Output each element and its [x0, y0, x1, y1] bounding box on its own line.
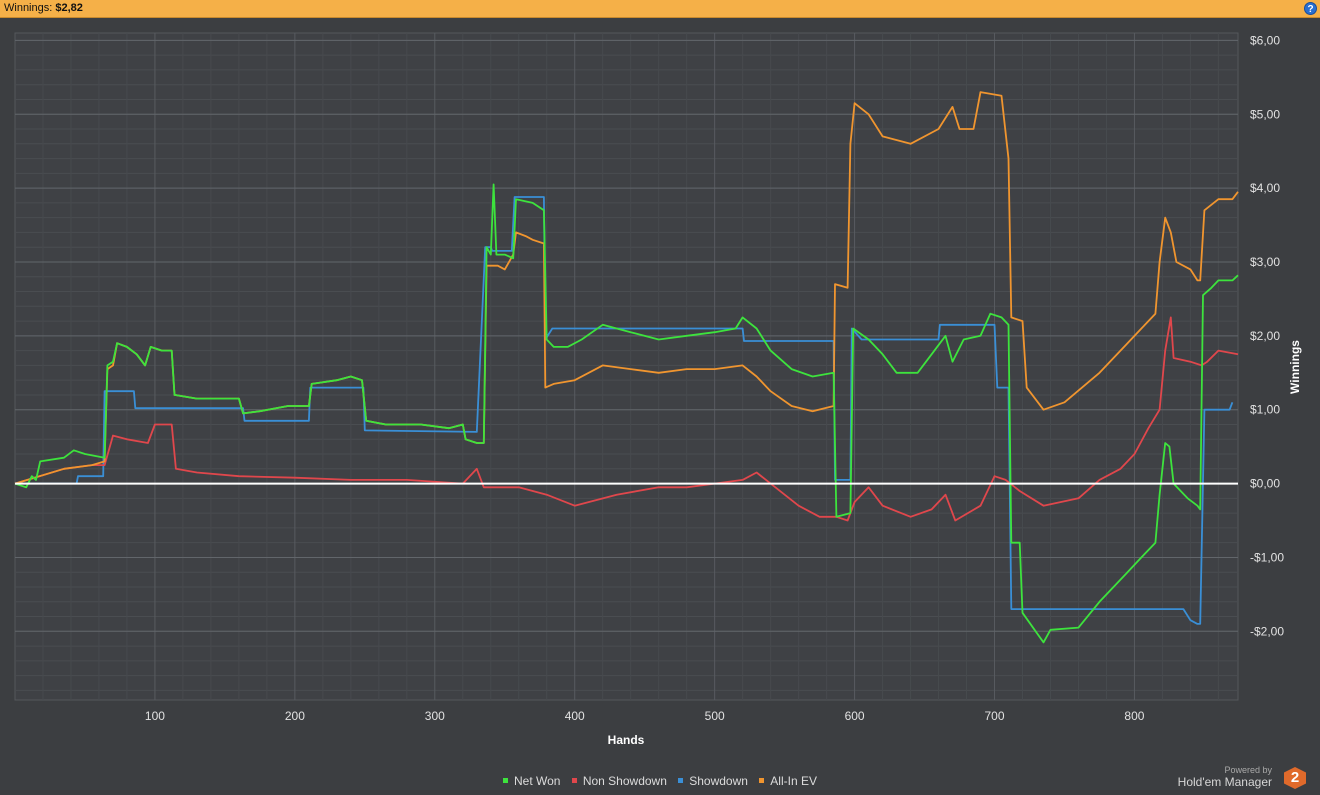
legend-swatch — [678, 778, 684, 784]
x-tick-label: 700 — [985, 709, 1005, 723]
chart-legend: Net Won Non Showdown Showdown All-In EV — [0, 774, 1320, 788]
series-line-net-won — [14, 183, 1239, 644]
y-tick-label: $4,00 — [1250, 181, 1280, 195]
x-tick-label: 500 — [705, 709, 725, 723]
legend-item-showdown[interactable]: Showdown — [678, 774, 748, 788]
y-tick-label: $6,00 — [1250, 33, 1280, 47]
legend-item-net-won[interactable]: Net Won — [503, 774, 560, 788]
y-tick-label: $1,00 — [1250, 403, 1280, 417]
y-tick-label: $3,00 — [1250, 255, 1280, 269]
series-line-non-showdown — [14, 316, 1239, 522]
header-bar: Winnings: $2,82 ? — [0, 0, 1320, 18]
winnings-value: $2,82 — [55, 2, 83, 14]
winnings-label: Winnings: — [4, 2, 53, 14]
winnings-summary: Winnings: $2,82 — [4, 2, 83, 14]
series-line-showdown — [15, 196, 1234, 625]
legend-swatch — [759, 778, 765, 784]
legend-swatch — [571, 778, 577, 784]
brand-block: Powered by Hold'em Manager 2 — [1136, 765, 1306, 791]
x-tick-label: 300 — [425, 709, 445, 723]
hem2-logo-icon: 2 — [1284, 767, 1306, 789]
legend-label: Net Won — [514, 774, 561, 788]
x-tick-label: 100 — [145, 709, 165, 723]
y-tick-label: $0,00 — [1250, 477, 1280, 491]
x-tick-label: 200 — [285, 709, 305, 723]
legend-swatch — [503, 778, 509, 784]
y-tick-label: $5,00 — [1250, 107, 1280, 121]
legend-item-allin-ev[interactable]: All-In EV — [759, 774, 817, 788]
legend-label: All-In EV — [770, 774, 817, 788]
legend-label: Non Showdown — [582, 774, 667, 788]
x-tick-label: 600 — [845, 709, 865, 723]
help-icon[interactable]: ? — [1304, 2, 1317, 15]
plot-area — [14, 32, 1239, 701]
y-axis-title: Winnings — [1288, 340, 1302, 394]
legend-item-non-showdown[interactable]: Non Showdown — [571, 774, 667, 788]
x-tick-label: 800 — [1124, 709, 1144, 723]
x-axis-title: Hands — [608, 733, 645, 747]
legend-label: Showdown — [689, 774, 748, 788]
x-tick-label: 400 — [565, 709, 585, 723]
y-tick-label: -$1,00 — [1250, 550, 1284, 564]
powered-by-text: Powered by — [1224, 765, 1272, 775]
y-tick-label: -$2,00 — [1250, 624, 1284, 638]
brand-name: Hold'em Manager — [1177, 775, 1272, 789]
winnings-chart: $6,00 $5,00 $4,00 $3,00 $2,00 $1,00 $0,00 -$1,0… — [14, 32, 1302, 747]
y-tick-label: $2,00 — [1250, 329, 1280, 343]
